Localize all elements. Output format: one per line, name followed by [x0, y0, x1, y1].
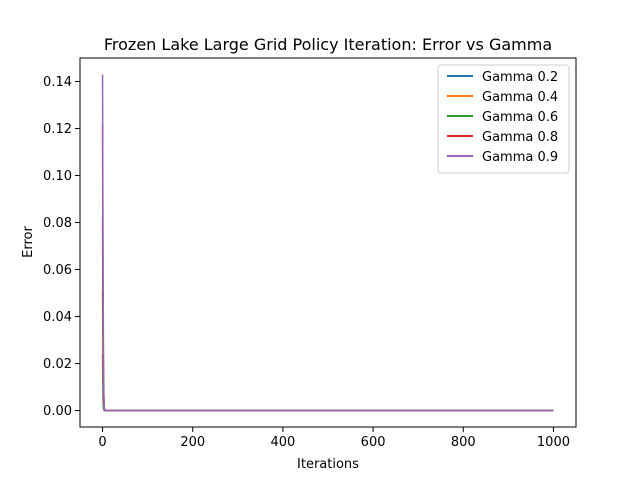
- legend-entry: Gamma 0.4: [482, 90, 558, 105]
- legend-entry: Gamma 0.9: [482, 150, 558, 165]
- x-tick-label: 800: [451, 435, 476, 450]
- legend-entry: Gamma 0.6: [482, 110, 558, 125]
- y-axis-label: Error: [21, 226, 36, 258]
- legend-frame: [437, 64, 570, 174]
- legend: Gamma 0.2 Gamma 0.4 Gamma 0.6 Gamma 0.8 Gamm…: [437, 64, 570, 174]
- y-tick-label: 0.12: [43, 122, 72, 137]
- plot-area: [79, 57, 577, 428]
- axes-frame: [79, 57, 577, 428]
- x-tick-label: 400: [270, 435, 295, 450]
- x-tick-label: 600: [361, 435, 386, 450]
- y-tick-label: 0.04: [43, 310, 72, 325]
- y-tick-label: 0.08: [43, 216, 72, 231]
- y-axis-ticks: 0.00 0.02 0.04 0.06 0.08 0.10 0.12 0.14: [43, 75, 80, 419]
- y-tick-label: 0.10: [43, 169, 72, 184]
- chart-title: Frozen Lake Large Grid Policy Iteration:…: [104, 35, 552, 54]
- x-tick-label: 1000: [537, 435, 570, 450]
- series-lines: [101, 74, 554, 412]
- x-tick-label: 0: [98, 435, 106, 450]
- y-tick-label: 0.00: [43, 404, 72, 419]
- y-tick-label: 0.06: [43, 263, 72, 278]
- y-tick-label: 0.02: [43, 357, 72, 372]
- x-axis-ticks: 0 200 400 600 800 1000: [98, 427, 570, 450]
- series-line-5: [101, 74, 554, 412]
- legend-entry: Gamma 0.8: [482, 130, 558, 145]
- y-tick-label: 0.14: [43, 75, 72, 90]
- x-axis-label: Iterations: [297, 457, 359, 472]
- legend-entry: Gamma 0.2: [482, 70, 558, 85]
- x-tick-label: 200: [180, 435, 205, 450]
